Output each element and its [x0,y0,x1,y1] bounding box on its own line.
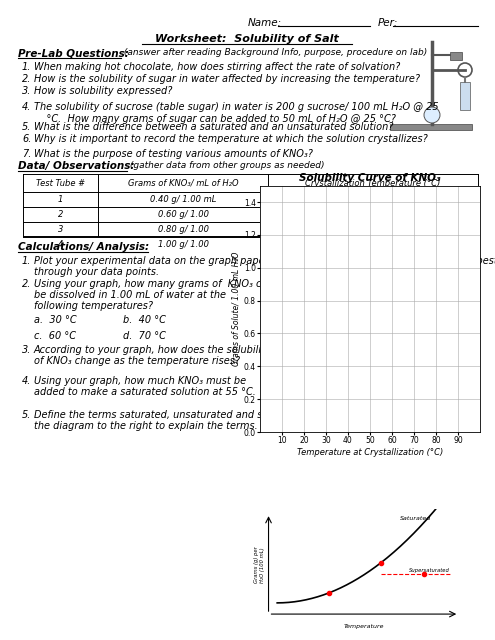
Text: 3: 3 [58,225,63,234]
Text: 1.: 1. [22,62,31,72]
Text: Calculations/ Analysis:: Calculations/ Analysis: [18,242,149,252]
Text: 3.: 3. [22,345,31,355]
Text: Crystallization Temperature (°C): Crystallization Temperature (°C) [305,179,441,188]
Text: 4.: 4. [22,102,31,112]
X-axis label: Temperature at Crystallization (°C): Temperature at Crystallization (°C) [297,448,443,457]
Text: What is the difference between a saturated and an unsaturated solution?: What is the difference between a saturat… [34,122,394,132]
Text: 2.: 2. [22,74,31,84]
Text: (answer after reading Background Info, purpose, procedure on lab): (answer after reading Background Info, p… [121,48,427,57]
Text: Test Tube #: Test Tube # [36,179,85,188]
Text: The solubility of sucrose (table sugar) in water is 200 g sucrose/ 100 mL H₂O @ : The solubility of sucrose (table sugar) … [34,102,439,124]
Bar [390,124,472,130]
Text: Saturated: Saturated [400,516,432,521]
Title: Solubility Curve of KNO₃: Solubility Curve of KNO₃ [299,173,441,184]
Text: Plot your experimental data on the graph paper that you have been provided.  Dra: Plot your experimental data on the graph… [34,256,495,266]
Text: 4: 4 [58,240,63,249]
Text: 6.: 6. [22,134,31,144]
Text: Why is it important to record the temperature at which the solution crystallizes: Why is it important to record the temper… [34,134,428,144]
Text: What is the purpose of testing various amounts of KNO₃?: What is the purpose of testing various a… [34,149,313,159]
Text: According to your graph, how does the solubility: According to your graph, how does the so… [34,345,272,355]
Text: 3.: 3. [22,86,31,96]
Text: Grams of KNO₃/ mL of H₂O: Grams of KNO₃/ mL of H₂O [128,179,238,188]
Text: following temperatures?: following temperatures? [34,301,153,311]
Text: 0.60 g/ 1.00: 0.60 g/ 1.00 [157,210,208,219]
Text: b.  40 °C: b. 40 °C [123,315,166,325]
Text: 5.: 5. [22,122,31,132]
Bar [460,82,470,110]
Text: be dissolved in 1.00 mL of water at the: be dissolved in 1.00 mL of water at the [34,290,226,300]
Text: of KNO₃ change as the temperature rises?: of KNO₃ change as the temperature rises? [34,356,240,366]
Text: 0.80 g/ 1.00: 0.80 g/ 1.00 [157,225,208,234]
Text: Name:: Name: [248,18,282,28]
Text: 2: 2 [58,210,63,219]
Text: Pre-Lab Questions:: Pre-Lab Questions: [18,48,129,58]
Text: Define the terms saturated, unsaturated and supersaturated. Use: Define the terms saturated, unsaturated … [34,410,356,420]
Bar [450,52,462,60]
Text: When making hot chocolate, how does stirring affect the rate of solvation?: When making hot chocolate, how does stir… [34,62,400,72]
Text: added to make a saturated solution at 55 °C.: added to make a saturated solution at 55… [34,387,256,397]
Text: 7.: 7. [22,149,31,159]
Text: 0.40 g/ 1.00 mL: 0.40 g/ 1.00 mL [150,195,216,204]
Text: 1.: 1. [22,256,31,266]
Text: How is solubility expressed?: How is solubility expressed? [34,86,172,96]
Text: Using your graph, how many grams of  KNO₃ can: Using your graph, how many grams of KNO₃… [34,279,274,289]
Text: 1: 1 [58,195,63,204]
Text: d.  70 °C: d. 70 °C [123,331,166,341]
Text: Grams (g) per
H₂O (100 mL): Grams (g) per H₂O (100 mL) [254,547,265,583]
Text: Per:: Per: [378,18,398,28]
Text: 1.00 g/ 1.00: 1.00 g/ 1.00 [157,240,208,249]
Text: How is the solubility of sugar in water affected by increasing the temperature?: How is the solubility of sugar in water … [34,74,420,84]
Text: a.  30 °C: a. 30 °C [34,315,77,325]
Text: 2.: 2. [22,279,31,289]
Text: Data/ Observations:: Data/ Observations: [18,161,135,171]
Text: through your data points.: through your data points. [34,267,159,277]
Text: Worksheet:  Solubility of Salt: Worksheet: Solubility of Salt [155,34,339,44]
Text: 4.: 4. [22,376,31,386]
Circle shape [424,107,440,123]
Text: Temperature: Temperature [344,624,384,629]
Text: c.  60 °C: c. 60 °C [34,331,76,341]
Text: 5.: 5. [22,410,31,420]
Y-axis label: Grams of Solute/ 1.00 mL H₂O: Grams of Solute/ 1.00 mL H₂O [232,252,241,366]
Text: Supersaturated: Supersaturated [409,568,450,573]
Text: (gather data from other groups as needed): (gather data from other groups as needed… [127,161,325,170]
Text: the diagram to the right to explain the terms.: the diagram to the right to explain the … [34,421,258,431]
Text: Using your graph, how much KNO₃ must be: Using your graph, how much KNO₃ must be [34,376,246,386]
